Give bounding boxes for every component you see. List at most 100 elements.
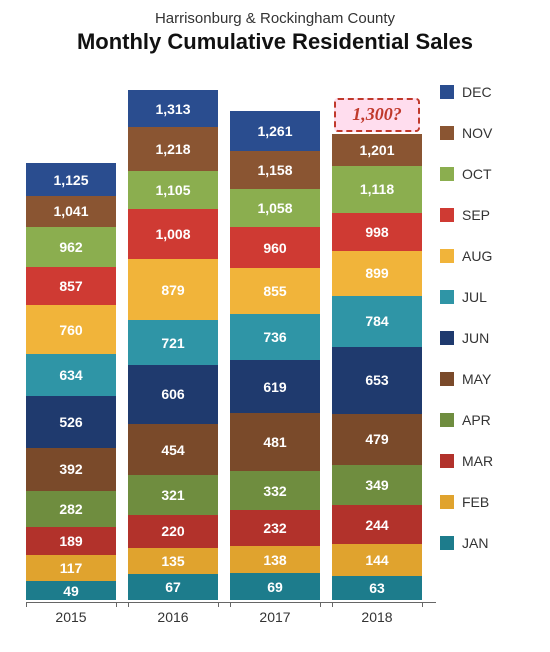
bar-2015: 491171892823925266347608579621,0411,125 <box>26 163 116 600</box>
legend-label-AUG: AUG <box>462 248 492 264</box>
seg-2015-JUN: 526 <box>26 396 116 448</box>
projection-label: 1,300? <box>352 104 402 125</box>
seg-2015-JAN: 49 <box>26 581 116 600</box>
legend-swatch-JUL <box>440 290 454 304</box>
bar-2018: 631442443494796537848999981,1181,201 1,30… <box>332 96 422 600</box>
seg-2018-MAY: 479 <box>332 414 422 464</box>
seg-2018-NOV: 1,201 <box>332 134 422 166</box>
seg-2017-MAR: 232 <box>230 510 320 546</box>
seg-2016-OCT: 1,105 <box>128 171 218 209</box>
seg-2017-FEB: 138 <box>230 546 320 573</box>
chart-subtitle: Harrisonburg & Rockingham County <box>14 10 536 27</box>
legend-label-FEB: FEB <box>462 494 489 510</box>
seg-2017-OCT: 1,058 <box>230 189 320 227</box>
legend-item-SEP: SEP <box>440 207 536 223</box>
seg-2018-APR: 349 <box>332 465 422 506</box>
seg-2017-APR: 332 <box>230 471 320 510</box>
seg-2016-APR: 321 <box>128 475 218 514</box>
seg-2018-FEB: 144 <box>332 544 422 575</box>
legend-item-OCT: OCT <box>440 166 536 182</box>
legend-swatch-DEC <box>440 85 454 99</box>
legend-label-MAR: MAR <box>462 453 493 469</box>
seg-2015-FEB: 117 <box>26 555 116 581</box>
seg-2015-APR: 282 <box>26 491 116 527</box>
legend-item-JUN: JUN <box>440 330 536 346</box>
seg-2015-NOV: 1,041 <box>26 196 116 227</box>
chart-title: Monthly Cumulative Residential Sales <box>14 29 536 55</box>
legend-label-JUN: JUN <box>462 330 489 346</box>
seg-2017-JUL: 736 <box>230 314 320 359</box>
seg-2016-SEP: 1,008 <box>128 209 218 259</box>
legend-label-NOV: NOV <box>462 125 492 141</box>
legend-label-APR: APR <box>462 412 491 428</box>
legend-item-MAY: MAY <box>440 371 536 387</box>
x-label-2017: 2017 <box>259 609 290 625</box>
bar-2016: 671352203214546067218791,0081,1051,2181,… <box>128 90 218 600</box>
seg-2015-MAR: 189 <box>26 527 116 555</box>
legend-swatch-MAY <box>440 372 454 386</box>
seg-2015-SEP: 857 <box>26 267 116 305</box>
plot-area: 491171892823925266347608579621,0411,1256… <box>26 80 436 600</box>
seg-2017-DEC: 1,261 <box>230 111 320 151</box>
chart-titles: Harrisonburg & Rockingham County Monthly… <box>14 10 536 55</box>
legend-label-MAY: MAY <box>462 371 491 387</box>
legend-swatch-APR <box>440 413 454 427</box>
x-axis: 2015 2016 2017 2018 <box>26 602 436 632</box>
legend-item-FEB: FEB <box>440 494 536 510</box>
legend-label-DEC: DEC <box>462 84 492 100</box>
x-label-2015: 2015 <box>55 609 86 625</box>
legend-label-JUL: JUL <box>462 289 487 305</box>
legend-swatch-OCT <box>440 167 454 181</box>
x-label-2018: 2018 <box>361 609 392 625</box>
x-axis-line <box>26 602 436 603</box>
seg-2015-JUL: 634 <box>26 354 116 396</box>
bar-2017: 691382323324816197368559601,0581,1581,26… <box>230 111 320 600</box>
seg-2018-JAN: 63 <box>332 576 422 600</box>
seg-2016-JUN: 606 <box>128 365 218 424</box>
seg-2015-AUG: 760 <box>26 305 116 354</box>
legend-label-SEP: SEP <box>462 207 490 223</box>
seg-2015-DEC: 1,125 <box>26 163 116 196</box>
seg-2016-MAR: 220 <box>128 515 218 548</box>
legend-swatch-NOV <box>440 126 454 140</box>
legend-item-JUL: JUL <box>440 289 536 305</box>
seg-2016-MAY: 454 <box>128 424 218 476</box>
legend-swatch-MAR <box>440 454 454 468</box>
seg-2017-JUN: 619 <box>230 360 320 414</box>
legend-swatch-SEP <box>440 208 454 222</box>
legend-swatch-AUG <box>440 249 454 263</box>
legend-item-MAR: MAR <box>440 453 536 469</box>
seg-2018-AUG: 899 <box>332 251 422 296</box>
projection-box: 1,300? <box>332 96 422 134</box>
legend-swatch-JUN <box>440 331 454 345</box>
seg-2017-MAY: 481 <box>230 413 320 471</box>
seg-2016-NOV: 1,218 <box>128 127 218 171</box>
seg-2018-SEP: 998 <box>332 213 422 251</box>
seg-2015-OCT: 962 <box>26 227 116 268</box>
legend-item-JAN: JAN <box>440 535 536 551</box>
legend-swatch-JAN <box>440 536 454 550</box>
seg-2017-SEP: 960 <box>230 227 320 268</box>
seg-2016-DEC: 1,313 <box>128 90 218 127</box>
legend-swatch-FEB <box>440 495 454 509</box>
seg-2018-OCT: 1,118 <box>332 166 422 213</box>
legend-label-OCT: OCT <box>462 166 492 182</box>
seg-2018-JUL: 784 <box>332 296 422 347</box>
seg-2016-FEB: 135 <box>128 548 218 574</box>
seg-2016-JAN: 67 <box>128 574 218 600</box>
legend-item-NOV: NOV <box>440 125 536 141</box>
legend-label-JAN: JAN <box>462 535 488 551</box>
x-label-2016: 2016 <box>157 609 188 625</box>
legend-item-DEC: DEC <box>440 84 536 100</box>
legend-item-APR: APR <box>440 412 536 428</box>
legend: DEC NOV OCT SEP AUG JUL JUN MAY APR MAR FEB JAN <box>440 84 536 576</box>
seg-2017-AUG: 855 <box>230 268 320 314</box>
seg-2015-MAY: 392 <box>26 448 116 491</box>
seg-2018-JUN: 653 <box>332 347 422 415</box>
chart-container: Harrisonburg & Rockingham County Monthly… <box>0 0 550 652</box>
seg-2016-JUL: 721 <box>128 320 218 365</box>
legend-item-AUG: AUG <box>440 248 536 264</box>
seg-2017-NOV: 1,158 <box>230 151 320 190</box>
seg-2018-MAR: 244 <box>332 505 422 544</box>
seg-2017-JAN: 69 <box>230 573 320 600</box>
